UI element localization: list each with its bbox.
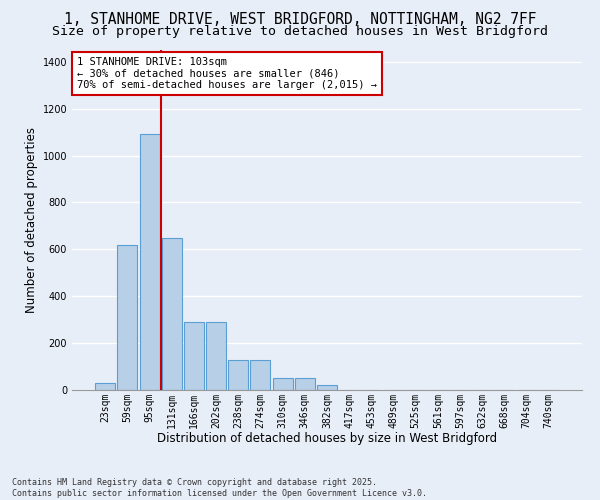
Bar: [228, 360, 248, 390]
Bar: [95, 383, 115, 390]
X-axis label: Distribution of detached houses by size in West Bridgford: Distribution of detached houses by size …: [157, 432, 497, 445]
Bar: [295, 378, 315, 390]
Bar: [162, 238, 182, 390]
Text: Contains HM Land Registry data © Crown copyright and database right 2025.
Contai: Contains HM Land Registry data © Crown c…: [12, 478, 427, 498]
Bar: [206, 322, 226, 390]
Bar: [250, 360, 271, 390]
Text: 1 STANHOME DRIVE: 103sqm
← 30% of detached houses are smaller (846)
70% of semi-: 1 STANHOME DRIVE: 103sqm ← 30% of detach…: [77, 57, 377, 90]
Text: 1, STANHOME DRIVE, WEST BRIDGFORD, NOTTINGHAM, NG2 7FF: 1, STANHOME DRIVE, WEST BRIDGFORD, NOTTI…: [64, 12, 536, 28]
Y-axis label: Number of detached properties: Number of detached properties: [25, 127, 38, 313]
Bar: [118, 244, 137, 390]
Bar: [272, 378, 293, 390]
Bar: [184, 322, 204, 390]
Bar: [317, 386, 337, 390]
Bar: [140, 134, 160, 390]
Text: Size of property relative to detached houses in West Bridgford: Size of property relative to detached ho…: [52, 25, 548, 38]
